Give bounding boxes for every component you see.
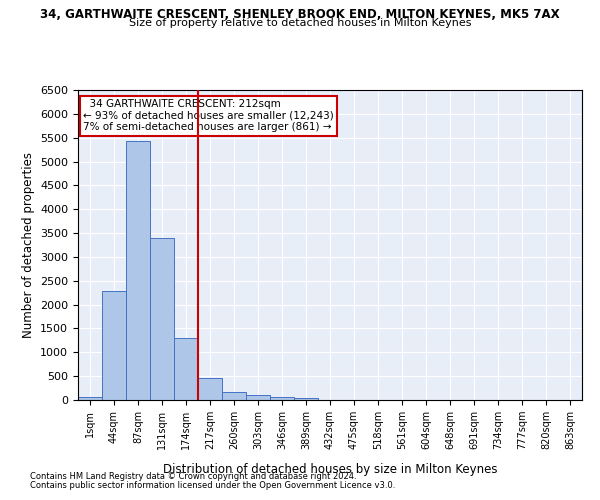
Y-axis label: Number of detached properties: Number of detached properties [22,152,35,338]
Text: 34 GARTHWAITE CRESCENT: 212sqm  
← 93% of detached houses are smaller (12,243)
7: 34 GARTHWAITE CRESCENT: 212sqm ← 93% of … [83,100,334,132]
Text: Size of property relative to detached houses in Milton Keynes: Size of property relative to detached ho… [129,18,471,28]
Bar [222,392,246,400]
Bar [150,238,174,400]
Text: Contains public sector information licensed under the Open Government Licence v3: Contains public sector information licen… [30,481,395,490]
Text: Distribution of detached houses by size in Milton Keynes: Distribution of detached houses by size … [163,462,497,475]
Bar [198,378,222,400]
Bar [294,398,318,400]
Bar [102,292,126,400]
Text: 34, GARTHWAITE CRESCENT, SHENLEY BROOK END, MILTON KEYNES, MK5 7AX: 34, GARTHWAITE CRESCENT, SHENLEY BROOK E… [40,8,560,20]
Bar [270,396,294,400]
Bar [246,395,270,400]
Text: Contains HM Land Registry data © Crown copyright and database right 2024.: Contains HM Land Registry data © Crown c… [30,472,356,481]
Bar [126,141,150,400]
Bar [174,338,198,400]
Bar [78,396,102,400]
